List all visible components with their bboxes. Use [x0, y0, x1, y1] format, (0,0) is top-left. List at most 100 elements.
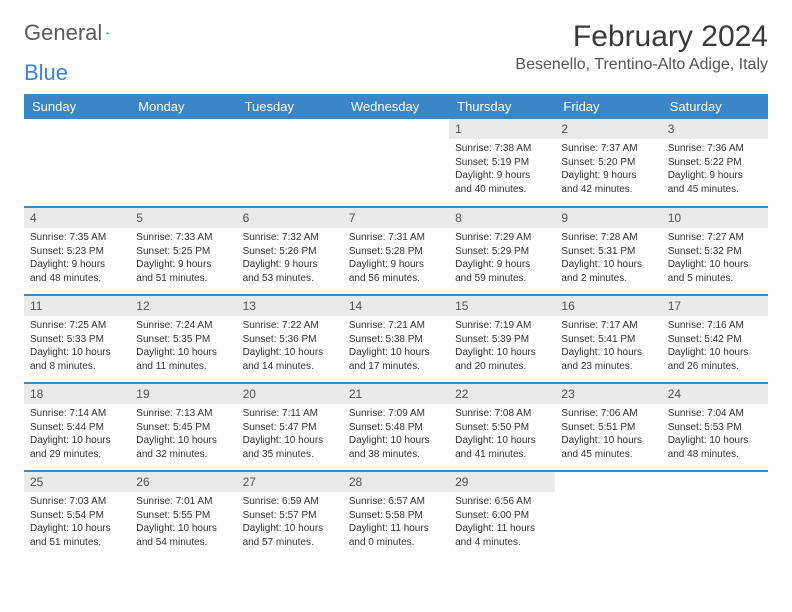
daylight2-text: and 20 minutes.: [455, 360, 549, 374]
daylight2-text: and 45 minutes.: [668, 183, 762, 197]
calendar-day-cell: 25Sunrise: 7:03 AMSunset: 5:54 PMDayligh…: [24, 471, 130, 559]
sunset-text: Sunset: 5:31 PM: [561, 245, 655, 259]
day-number: 27: [237, 472, 343, 492]
weekday-header: Friday: [555, 94, 661, 119]
calendar-day-cell: 14Sunrise: 7:21 AMSunset: 5:38 PMDayligh…: [343, 295, 449, 383]
sunset-text: Sunset: 5:57 PM: [243, 509, 337, 523]
daylight2-text: and 40 minutes.: [455, 183, 549, 197]
daylight2-text: and 17 minutes.: [349, 360, 443, 374]
sunrise-text: Sunrise: 7:35 AM: [30, 231, 124, 245]
day-number: 4: [24, 208, 130, 228]
sunrise-text: Sunrise: 6:57 AM: [349, 495, 443, 509]
daylight2-text: and 14 minutes.: [243, 360, 337, 374]
daylight2-text: and 42 minutes.: [561, 183, 655, 197]
daylight2-text: and 41 minutes.: [455, 448, 549, 462]
sunset-text: Sunset: 5:50 PM: [455, 421, 549, 435]
sunrise-text: Sunrise: 6:56 AM: [455, 495, 549, 509]
day-number: 7: [343, 208, 449, 228]
daylight1-text: Daylight: 9 hours: [561, 169, 655, 183]
daylight1-text: Daylight: 9 hours: [668, 169, 762, 183]
sunrise-text: Sunrise: 7:31 AM: [349, 231, 443, 245]
sunrise-text: Sunrise: 7:13 AM: [136, 407, 230, 421]
weekday-header: Thursday: [449, 94, 555, 119]
calendar-day-cell: 19Sunrise: 7:13 AMSunset: 5:45 PMDayligh…: [130, 383, 236, 471]
daylight1-text: Daylight: 10 hours: [455, 434, 549, 448]
day-number: 29: [449, 472, 555, 492]
calendar-day-cell: 7Sunrise: 7:31 AMSunset: 5:28 PMDaylight…: [343, 207, 449, 295]
calendar-day-cell: 16Sunrise: 7:17 AMSunset: 5:41 PMDayligh…: [555, 295, 661, 383]
sunrise-text: Sunrise: 7:37 AM: [561, 142, 655, 156]
day-number: 18: [24, 384, 130, 404]
daylight1-text: Daylight: 10 hours: [136, 434, 230, 448]
daylight1-text: Daylight: 9 hours: [455, 169, 549, 183]
location: Besenello, Trentino-Alto Adige, Italy: [515, 56, 768, 74]
daylight1-text: Daylight: 10 hours: [30, 522, 124, 536]
day-number: 15: [449, 296, 555, 316]
weekday-header: Wednesday: [343, 94, 449, 119]
sunset-text: Sunset: 5:38 PM: [349, 333, 443, 347]
daylight1-text: Daylight: 9 hours: [30, 258, 124, 272]
daylight2-text: and 51 minutes.: [136, 272, 230, 286]
calendar-day-cell: 5Sunrise: 7:33 AMSunset: 5:25 PMDaylight…: [130, 207, 236, 295]
weekday-header: Monday: [130, 94, 236, 119]
calendar-day-cell: 8Sunrise: 7:29 AMSunset: 5:29 PMDaylight…: [449, 207, 555, 295]
daylight1-text: Daylight: 10 hours: [349, 434, 443, 448]
daylight2-text: and 56 minutes.: [349, 272, 443, 286]
sunset-text: Sunset: 5:32 PM: [668, 245, 762, 259]
sunset-text: Sunset: 5:55 PM: [136, 509, 230, 523]
sunset-text: Sunset: 5:41 PM: [561, 333, 655, 347]
calendar-day-cell: 10Sunrise: 7:27 AMSunset: 5:32 PMDayligh…: [662, 207, 768, 295]
calendar-day-cell: 1Sunrise: 7:38 AMSunset: 5:19 PMDaylight…: [449, 119, 555, 207]
calendar-day-cell: [130, 119, 236, 207]
daylight2-text: and 8 minutes.: [30, 360, 124, 374]
brand-logo: General: [24, 20, 128, 46]
calendar-day-cell: 18Sunrise: 7:14 AMSunset: 5:44 PMDayligh…: [24, 383, 130, 471]
day-number: 16: [555, 296, 661, 316]
sunrise-text: Sunrise: 7:25 AM: [30, 319, 124, 333]
sunrise-text: Sunrise: 7:06 AM: [561, 407, 655, 421]
calendar-day-cell: 23Sunrise: 7:06 AMSunset: 5:51 PMDayligh…: [555, 383, 661, 471]
day-number: 1: [449, 119, 555, 139]
calendar-week-row: 1Sunrise: 7:38 AMSunset: 5:19 PMDaylight…: [24, 119, 768, 207]
daylight2-text: and 54 minutes.: [136, 536, 230, 550]
sunrise-text: Sunrise: 7:29 AM: [455, 231, 549, 245]
daylight2-text: and 32 minutes.: [136, 448, 230, 462]
calendar-day-cell: 9Sunrise: 7:28 AMSunset: 5:31 PMDaylight…: [555, 207, 661, 295]
daylight2-text: and 51 minutes.: [30, 536, 124, 550]
sunrise-text: Sunrise: 7:32 AM: [243, 231, 337, 245]
day-number: 8: [449, 208, 555, 228]
calendar-day-cell: 4Sunrise: 7:35 AMSunset: 5:23 PMDaylight…: [24, 207, 130, 295]
sunrise-text: Sunrise: 7:19 AM: [455, 319, 549, 333]
sunrise-text: Sunrise: 7:04 AM: [668, 407, 762, 421]
sunset-text: Sunset: 5:58 PM: [349, 509, 443, 523]
daylight1-text: Daylight: 10 hours: [561, 346, 655, 360]
sunrise-text: Sunrise: 7:08 AM: [455, 407, 549, 421]
calendar-week-row: 4Sunrise: 7:35 AMSunset: 5:23 PMDaylight…: [24, 207, 768, 295]
daylight1-text: Daylight: 10 hours: [668, 346, 762, 360]
daylight2-text: and 0 minutes.: [349, 536, 443, 550]
weekday-header: Tuesday: [237, 94, 343, 119]
weekday-header: Sunday: [24, 94, 130, 119]
day-number: 9: [555, 208, 661, 228]
calendar-day-cell: 15Sunrise: 7:19 AMSunset: 5:39 PMDayligh…: [449, 295, 555, 383]
sunrise-text: Sunrise: 7:21 AM: [349, 319, 443, 333]
daylight1-text: Daylight: 10 hours: [243, 522, 337, 536]
day-number: 21: [343, 384, 449, 404]
brand-word2: Blue: [24, 60, 68, 86]
sunrise-text: Sunrise: 7:11 AM: [243, 407, 337, 421]
daylight2-text: and 29 minutes.: [30, 448, 124, 462]
sunset-text: Sunset: 5:35 PM: [136, 333, 230, 347]
month-title: February 2024: [515, 20, 768, 54]
daylight1-text: Daylight: 10 hours: [243, 434, 337, 448]
day-number: 22: [449, 384, 555, 404]
calendar-day-cell: [24, 119, 130, 207]
daylight2-text: and 48 minutes.: [668, 448, 762, 462]
daylight2-text: and 26 minutes.: [668, 360, 762, 374]
calendar-day-cell: 26Sunrise: 7:01 AMSunset: 5:55 PMDayligh…: [130, 471, 236, 559]
daylight1-text: Daylight: 10 hours: [561, 258, 655, 272]
sunset-text: Sunset: 6:00 PM: [455, 509, 549, 523]
day-number: 2: [555, 119, 661, 139]
calendar-week-row: 11Sunrise: 7:25 AMSunset: 5:33 PMDayligh…: [24, 295, 768, 383]
daylight1-text: Daylight: 10 hours: [561, 434, 655, 448]
sunrise-text: Sunrise: 7:38 AM: [455, 142, 549, 156]
